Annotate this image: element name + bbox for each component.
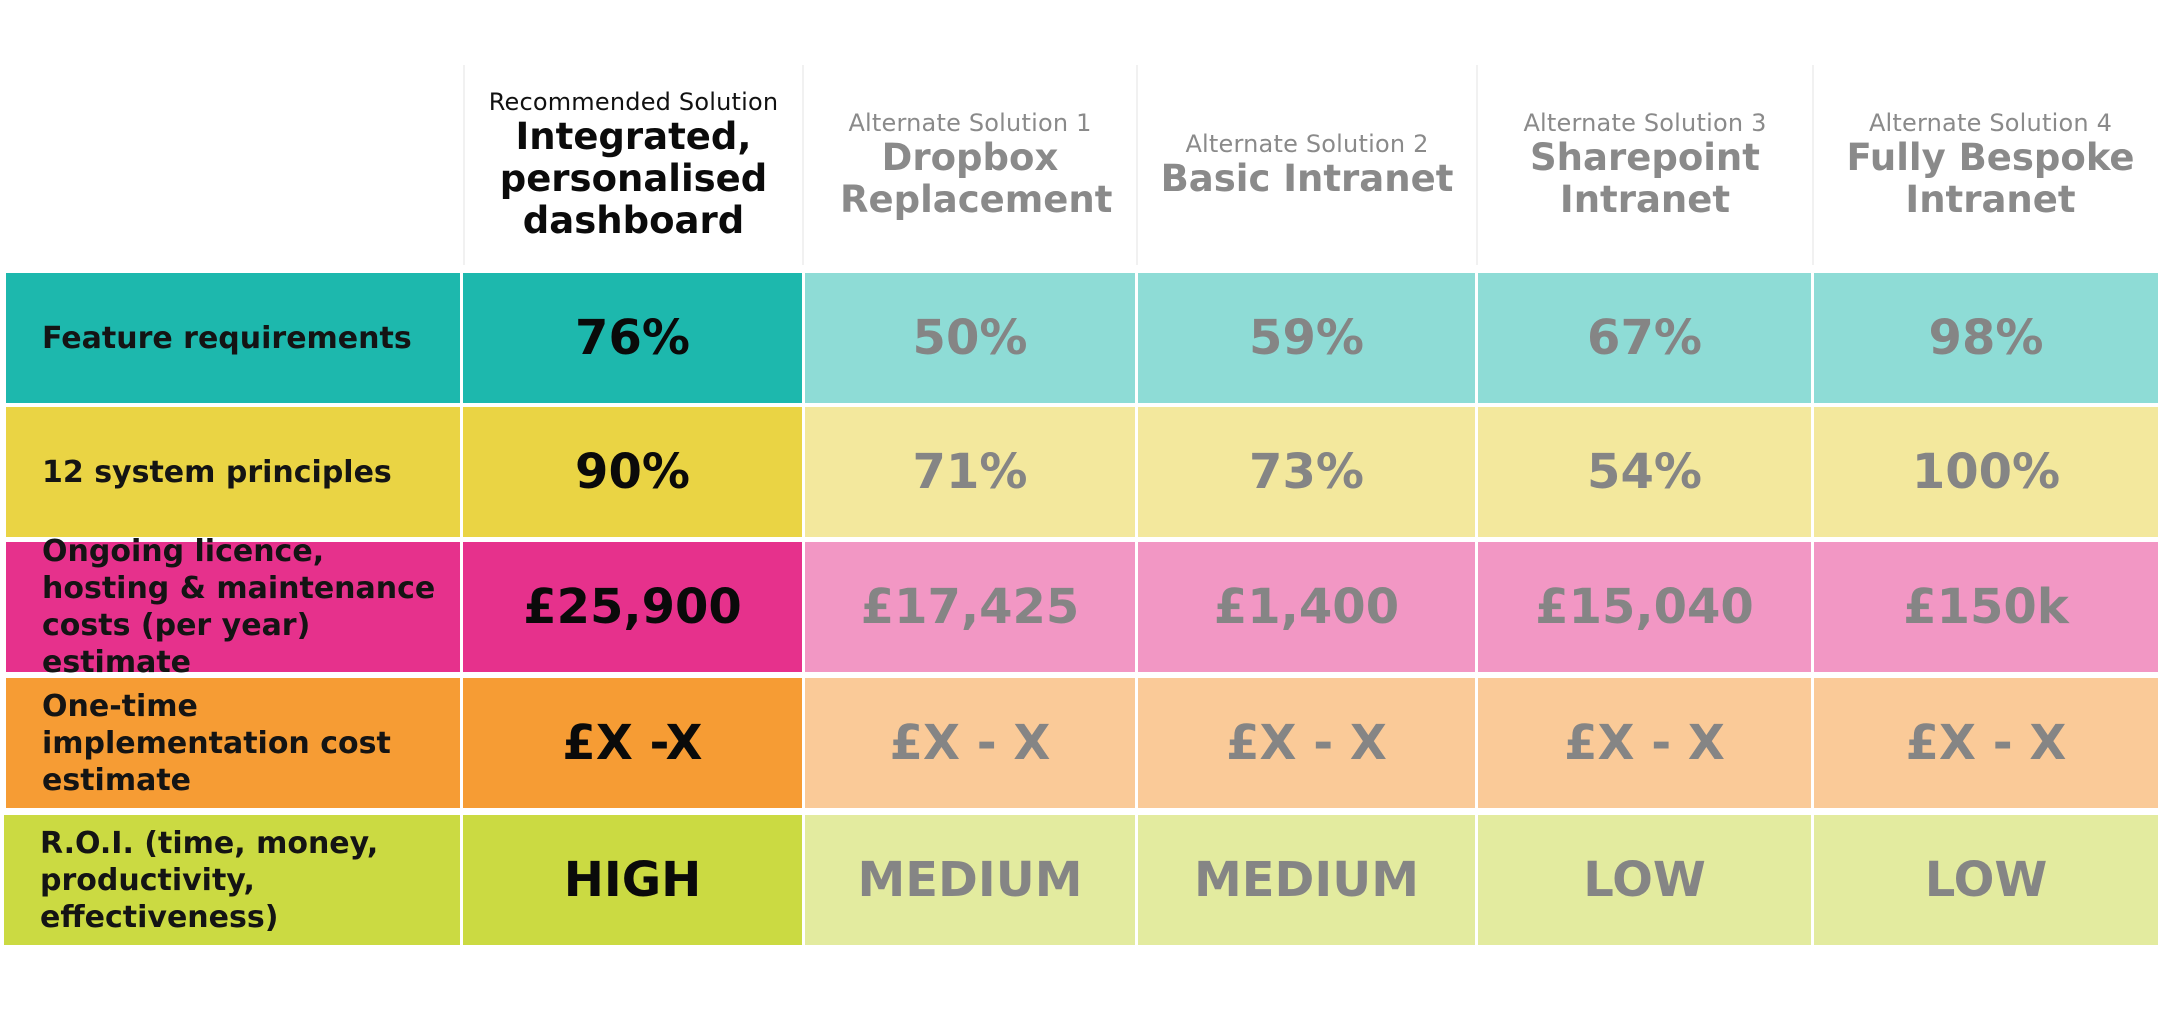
recommended-value: £X -X — [463, 678, 802, 808]
header-alternate-2-title: Basic Intranet — [1160, 157, 1454, 200]
header-alternate-2-subtitle: Alternate Solution 2 — [1185, 130, 1429, 158]
alternate-value: MEDIUM — [805, 815, 1135, 945]
row-label: Ongoing licence, hosting & maintenance c… — [6, 534, 460, 680]
header-alternate-1-subtitle: Alternate Solution 1 — [848, 109, 1092, 137]
header-recommended-title: Integrated, personalised dashboard — [499, 115, 768, 242]
alternate-value: £X - X — [805, 678, 1135, 808]
row-label: One-time implementation cost estimate — [6, 678, 460, 808]
row-label: Feature requirements — [6, 273, 460, 403]
header-alternate-3-subtitle: Alternate Solution 3 — [1523, 109, 1767, 137]
alternate-value: £150k — [1814, 542, 2158, 672]
alternate-value: 71% — [805, 407, 1135, 537]
alternate-value: LOW — [1478, 815, 1811, 945]
alternate-value: 73% — [1138, 407, 1475, 537]
header-alternate-1: Alternate Solution 1 Dropbox Replacement — [802, 65, 1136, 265]
header-alternate-4-title: Fully Bespoke Intranet — [1846, 136, 2135, 221]
header-alternate-3-title: Sharepoint Intranet — [1530, 136, 1760, 221]
recommended-value: £25,900 — [463, 542, 802, 672]
header-recommended-subtitle: Recommended Solution — [488, 88, 779, 116]
alternate-value: £1,400 — [1138, 542, 1475, 672]
alternate-value: LOW — [1814, 815, 2158, 945]
alternate-value: 67% — [1478, 273, 1811, 403]
header-alternate-4-subtitle: Alternate Solution 4 — [1868, 109, 2113, 137]
recommended-value: HIGH — [463, 815, 802, 945]
header-alternate-3: Alternate Solution 3 Sharepoint Intranet — [1476, 65, 1812, 265]
alternate-value: 50% — [805, 273, 1135, 403]
row-label: 12 system principles — [6, 407, 460, 537]
row-label: R.O.I. (time, money, productivity, effec… — [4, 815, 460, 945]
alternate-value: 100% — [1814, 407, 2158, 537]
recommended-value: 90% — [463, 407, 802, 537]
alternate-value: 59% — [1138, 273, 1475, 403]
header-alternate-1-title: Dropbox Replacement — [840, 136, 1113, 221]
alternate-value: £X - X — [1478, 678, 1811, 808]
alternate-value: £X - X — [1138, 678, 1475, 808]
alternate-value: MEDIUM — [1138, 815, 1475, 945]
alternate-value: 54% — [1478, 407, 1811, 537]
recommended-value: 76% — [463, 273, 802, 403]
header-alternate-2: Alternate Solution 2 Basic Intranet — [1136, 65, 1476, 265]
alternate-value: £15,040 — [1478, 542, 1811, 672]
header-recommended: Recommended Solution Integrated, persona… — [463, 65, 802, 265]
header-alternate-4: Alternate Solution 4 Fully Bespoke Intra… — [1812, 65, 2167, 265]
alternate-value: £X - X — [1814, 678, 2158, 808]
alternate-value: 98% — [1814, 273, 2158, 403]
alternate-value: £17,425 — [805, 542, 1135, 672]
